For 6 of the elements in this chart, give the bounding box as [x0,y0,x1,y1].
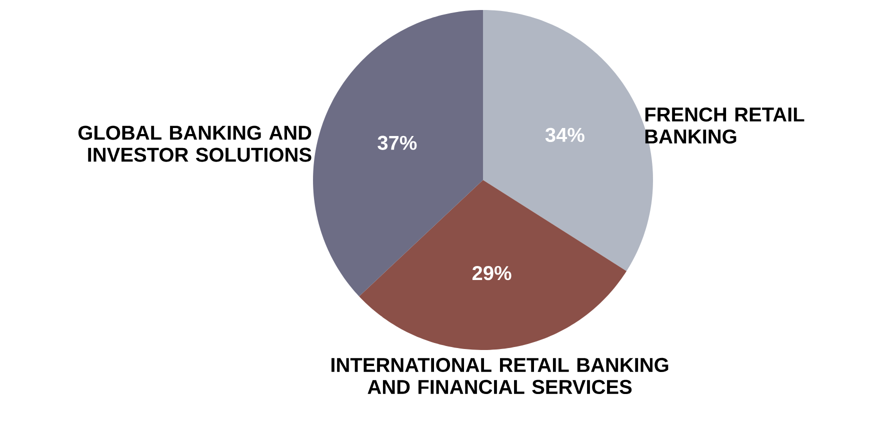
slice-label: FRENCH RETAIL BANKING [645,107,804,144]
data-label: 37% [378,136,417,150]
data-label: 29% [472,266,512,280]
slice-label: GLOBAL BANKING AND INVESTOR SOLUTIONS [78,126,312,162]
data-label: 34% [545,128,584,142]
slice-label: INTERNATIONAL RETAIL BANKING AND FINANCIAL SERVICES [332,358,668,394]
